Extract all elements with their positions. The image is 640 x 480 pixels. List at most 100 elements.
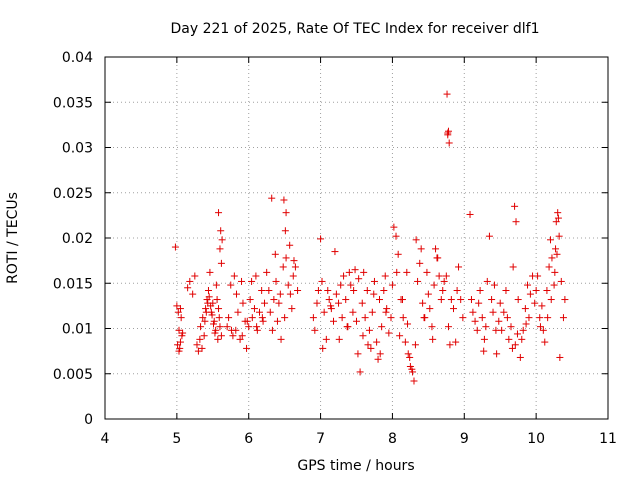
data-point [435, 272, 443, 280]
data-point [408, 365, 416, 373]
data-point [526, 290, 534, 298]
data-point [440, 277, 448, 285]
data-point [350, 286, 358, 294]
data-point [199, 314, 207, 322]
data-point [553, 250, 561, 258]
data-point [547, 296, 555, 304]
data-point [446, 341, 454, 349]
data-point [373, 338, 381, 346]
data-point [426, 305, 434, 313]
data-point [387, 314, 395, 322]
data-point [511, 341, 519, 349]
axis-ticks [104, 56, 609, 420]
data-point [490, 281, 498, 289]
data-point [394, 250, 402, 258]
data-point [290, 257, 298, 265]
data-point [196, 335, 204, 343]
x-tick-label: 6 [244, 431, 253, 447]
data-point [255, 308, 263, 316]
x-tick-label: 8 [388, 431, 397, 447]
data-point [279, 263, 287, 271]
data-point [246, 296, 254, 304]
data-point [505, 335, 513, 343]
data-point [349, 308, 357, 316]
data-point [509, 263, 517, 271]
y-tick-label: 0.025 [53, 186, 93, 202]
data-point [216, 245, 224, 253]
data-point [229, 332, 237, 340]
data-point [365, 326, 373, 334]
data-point [202, 308, 210, 316]
data-point [230, 272, 238, 280]
data-point [475, 299, 483, 307]
data-point [248, 314, 256, 322]
data-point [488, 296, 496, 304]
data-point [173, 302, 181, 310]
data-point [288, 305, 296, 313]
data-point [380, 286, 388, 294]
y-tick-label: 0.04 [62, 50, 93, 66]
data-point [314, 286, 322, 294]
data-point [555, 232, 563, 240]
data-point [503, 314, 511, 322]
data-point [476, 286, 484, 294]
data-point [508, 344, 516, 352]
data-point [175, 347, 183, 355]
data-point [554, 209, 562, 217]
data-point [331, 248, 339, 256]
data-point [239, 299, 247, 307]
y-tick-label: 0.005 [53, 367, 93, 383]
data-point [524, 281, 532, 289]
data-point [522, 320, 530, 328]
data-point [547, 236, 555, 244]
data-point [403, 268, 411, 276]
data-point [359, 332, 367, 340]
data-point [225, 314, 233, 322]
data-point [368, 308, 376, 316]
data-point [259, 317, 267, 325]
data-point [198, 344, 206, 352]
data-point [478, 314, 486, 322]
data-point [381, 272, 389, 280]
data-point [420, 314, 428, 322]
data-point [332, 290, 340, 298]
data-point [374, 355, 382, 363]
data-point [360, 268, 368, 276]
data-point [485, 232, 493, 240]
data-point [511, 202, 519, 210]
data-point [179, 329, 187, 337]
data-point [541, 338, 549, 346]
data-point [502, 286, 510, 294]
data-point [382, 308, 390, 316]
data-point [521, 305, 529, 313]
data-point [309, 314, 317, 322]
data-point [375, 296, 383, 304]
data-point [186, 277, 194, 285]
data-point [320, 308, 328, 316]
y-tick-label: 0 [84, 412, 93, 428]
data-point [236, 335, 244, 343]
data-point [388, 281, 396, 289]
data-point [552, 218, 560, 226]
data-point [243, 344, 251, 352]
data-point [536, 323, 544, 331]
data-point [390, 223, 398, 231]
data-point [322, 335, 330, 343]
data-point [261, 299, 269, 307]
data-point [258, 314, 266, 322]
data-point [213, 296, 221, 304]
data-point [545, 263, 553, 271]
data-point [550, 281, 558, 289]
data-point [557, 277, 565, 285]
data-point [370, 290, 378, 298]
data-point [206, 268, 214, 276]
data-point [471, 317, 479, 325]
data-point [434, 254, 442, 262]
data-points [171, 90, 569, 385]
x-tick-label: 4 [101, 431, 110, 447]
data-point [294, 286, 302, 294]
data-point [217, 259, 225, 267]
data-point [443, 90, 451, 98]
data-point [272, 277, 280, 285]
